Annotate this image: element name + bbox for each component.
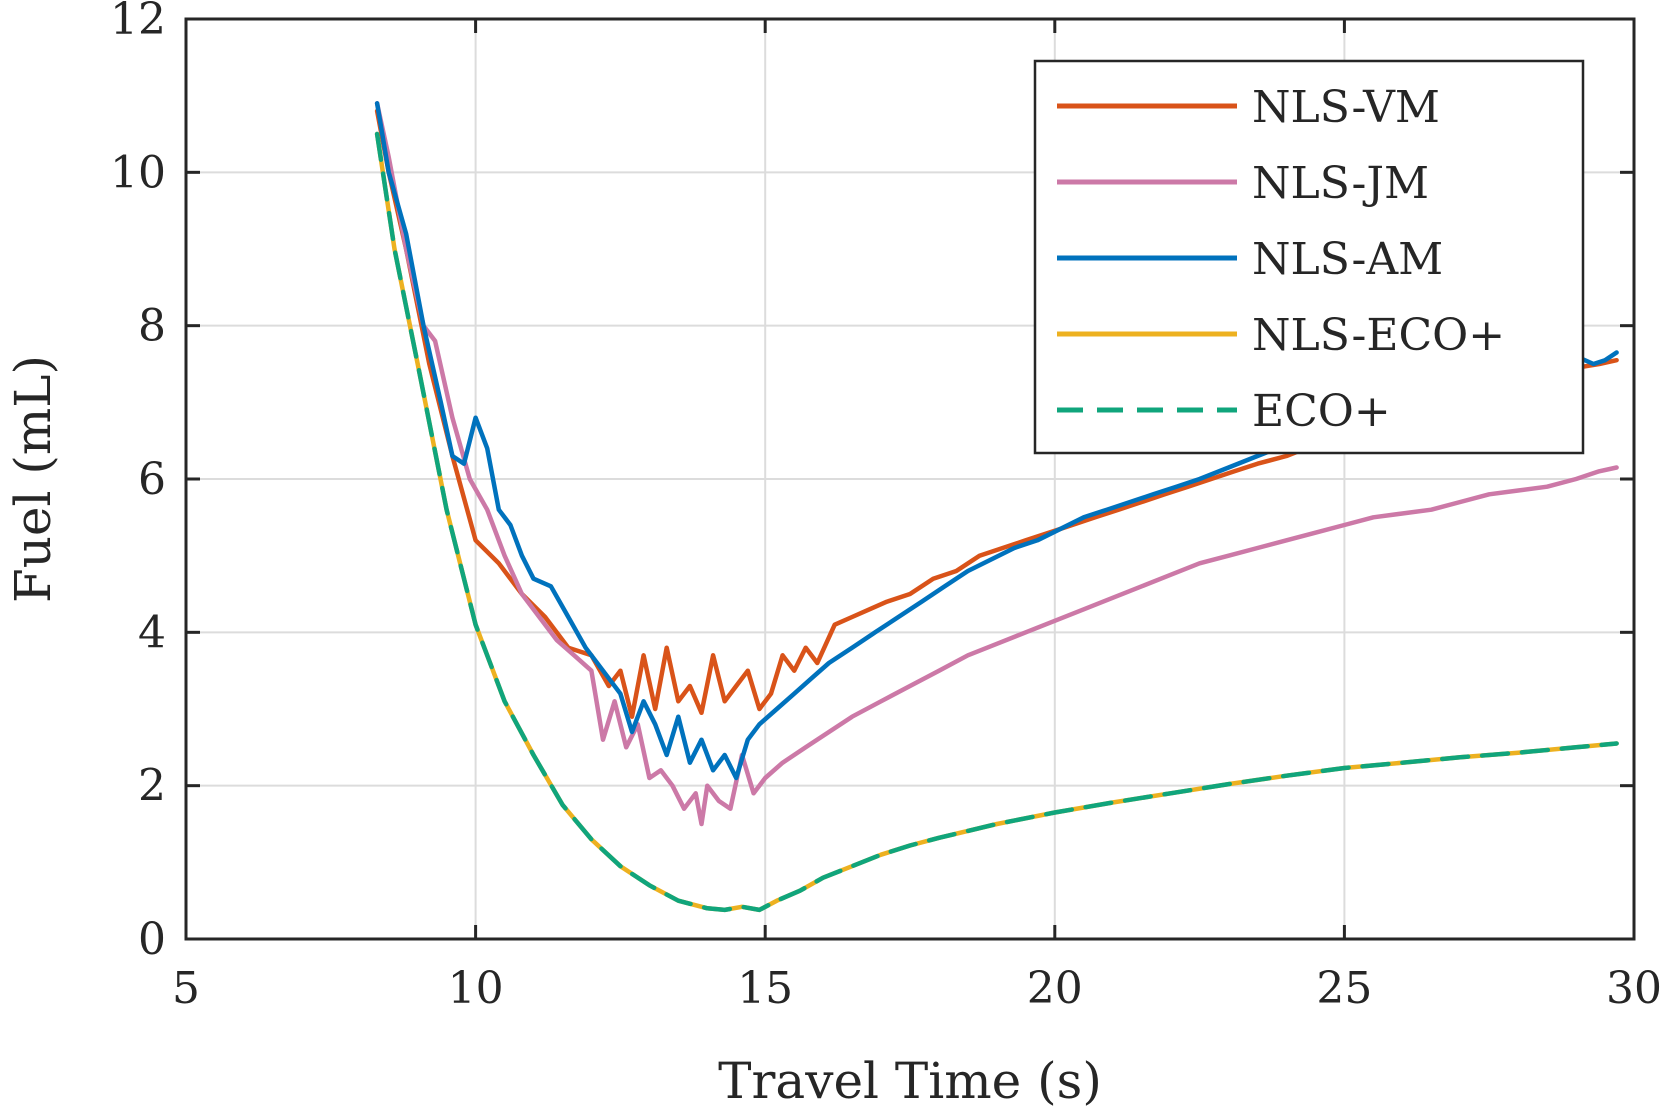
x-tick-label-30: 30 (1606, 963, 1661, 1014)
legend-label-eco-: ECO+ (1252, 386, 1391, 437)
series-line-eco- (374, 131, 1619, 913)
y-tick-label-6: 6 (138, 454, 166, 505)
x-tick-label-10: 10 (448, 963, 504, 1014)
x-tick-label-5: 5 (172, 963, 200, 1014)
y-tick-label-0: 0 (138, 914, 166, 965)
y-tick-label-4: 4 (138, 607, 166, 658)
legend-label-nls-jm: NLS-JM (1252, 158, 1429, 209)
x-axis-label: Travel Time (s) (718, 1052, 1102, 1110)
legend-label-nls-eco-: NLS-ECO+ (1252, 310, 1505, 361)
series-line-nls-jm (374, 101, 1619, 827)
y-axis-label: Fuel (mL) (4, 355, 62, 603)
x-tick-label-25: 25 (1316, 963, 1372, 1014)
y-tick-label-8: 8 (138, 301, 166, 352)
y-tick-label-12: 12 (110, 0, 166, 45)
y-tick-label-2: 2 (138, 761, 166, 812)
axis-ticks: 5 10 15 20 25 30 0 2 4 6 8 10 12 (110, 0, 1661, 1014)
legend-label-nls-vm: NLS-VM (1252, 82, 1440, 133)
legend: NLS-VM NLS-JM NLS-AM NLS-ECO+ ECO+ (1033, 59, 1585, 455)
legend-label-nls-am: NLS-AM (1252, 234, 1443, 285)
x-tick-label-15: 15 (737, 963, 793, 1014)
y-tick-label-10: 10 (110, 147, 166, 198)
x-tick-label-20: 20 (1027, 963, 1083, 1014)
